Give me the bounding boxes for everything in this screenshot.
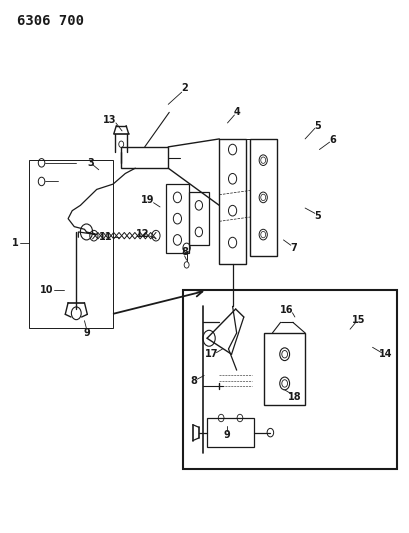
Text: 5: 5: [313, 120, 320, 131]
Text: 16: 16: [279, 305, 293, 315]
Bar: [219, 139, 245, 264]
Text: 11: 11: [99, 232, 112, 243]
Bar: [207, 418, 254, 447]
Text: 17: 17: [204, 349, 218, 359]
Bar: [166, 184, 188, 253]
Text: 8: 8: [190, 376, 197, 386]
Text: 5: 5: [313, 211, 320, 221]
Text: 3: 3: [87, 158, 94, 168]
Text: 9: 9: [223, 430, 229, 440]
Bar: [121, 147, 168, 168]
Bar: [249, 139, 276, 256]
Text: 13: 13: [103, 115, 116, 125]
Text: 6306 700: 6306 700: [17, 14, 84, 28]
Text: 4: 4: [233, 107, 240, 117]
Text: 15: 15: [351, 314, 364, 325]
Text: 12: 12: [135, 229, 149, 239]
Text: 8: 8: [181, 247, 188, 257]
Bar: [182, 290, 396, 469]
Text: 19: 19: [141, 195, 154, 205]
Text: 10: 10: [40, 286, 54, 295]
Bar: [188, 192, 209, 245]
Bar: [264, 333, 304, 405]
Text: 1: 1: [11, 238, 18, 247]
Text: 9: 9: [83, 328, 90, 338]
Text: 18: 18: [288, 392, 301, 402]
Text: 2: 2: [181, 83, 187, 93]
Text: 6: 6: [328, 135, 335, 145]
Text: 7: 7: [290, 243, 297, 253]
Text: 14: 14: [378, 349, 391, 359]
Bar: [29, 160, 113, 328]
